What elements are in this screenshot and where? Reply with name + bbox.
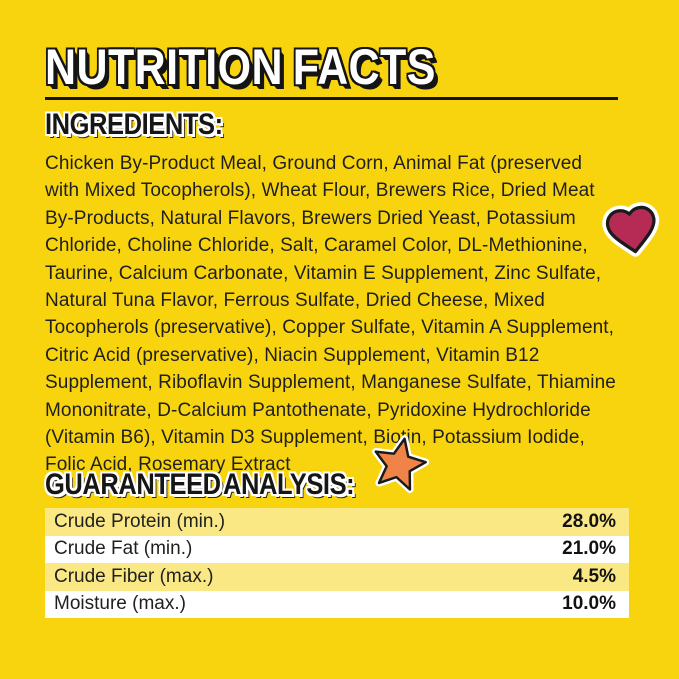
page-title: NUTRITION FACTS bbox=[45, 39, 436, 95]
row-value: 10.0% bbox=[562, 593, 616, 615]
table-row: Crude Fat (min.) 21.0% bbox=[45, 535, 629, 563]
heart-icon bbox=[600, 198, 664, 262]
analysis-heading: GUARANTEED ANALYSIS: bbox=[45, 468, 355, 501]
row-label: Moisture (max.) bbox=[54, 593, 186, 615]
title-underline bbox=[45, 97, 618, 100]
row-value: 4.5% bbox=[572, 565, 616, 587]
table-row: Crude Protein (min.) 28.0% bbox=[45, 508, 629, 536]
ingredients-text: Chicken By-Product Meal, Ground Corn, An… bbox=[45, 153, 616, 476]
table-row: Moisture (max.) 10.0% bbox=[45, 590, 629, 618]
row-label: Crude Fat (min.) bbox=[54, 538, 193, 560]
analysis-table: Crude Protein (min.) 28.0% Crude Fat (mi… bbox=[45, 508, 629, 618]
ingredients-heading: INGREDIENTS: bbox=[45, 108, 223, 141]
row-value: 21.0% bbox=[562, 538, 616, 560]
row-label: Crude Protein (min.) bbox=[54, 510, 226, 532]
star-icon bbox=[362, 428, 436, 502]
table-row: Crude Fiber (max.) 4.5% bbox=[45, 563, 629, 591]
row-label: Crude Fiber (max.) bbox=[54, 565, 214, 587]
row-value: 28.0% bbox=[562, 510, 616, 532]
